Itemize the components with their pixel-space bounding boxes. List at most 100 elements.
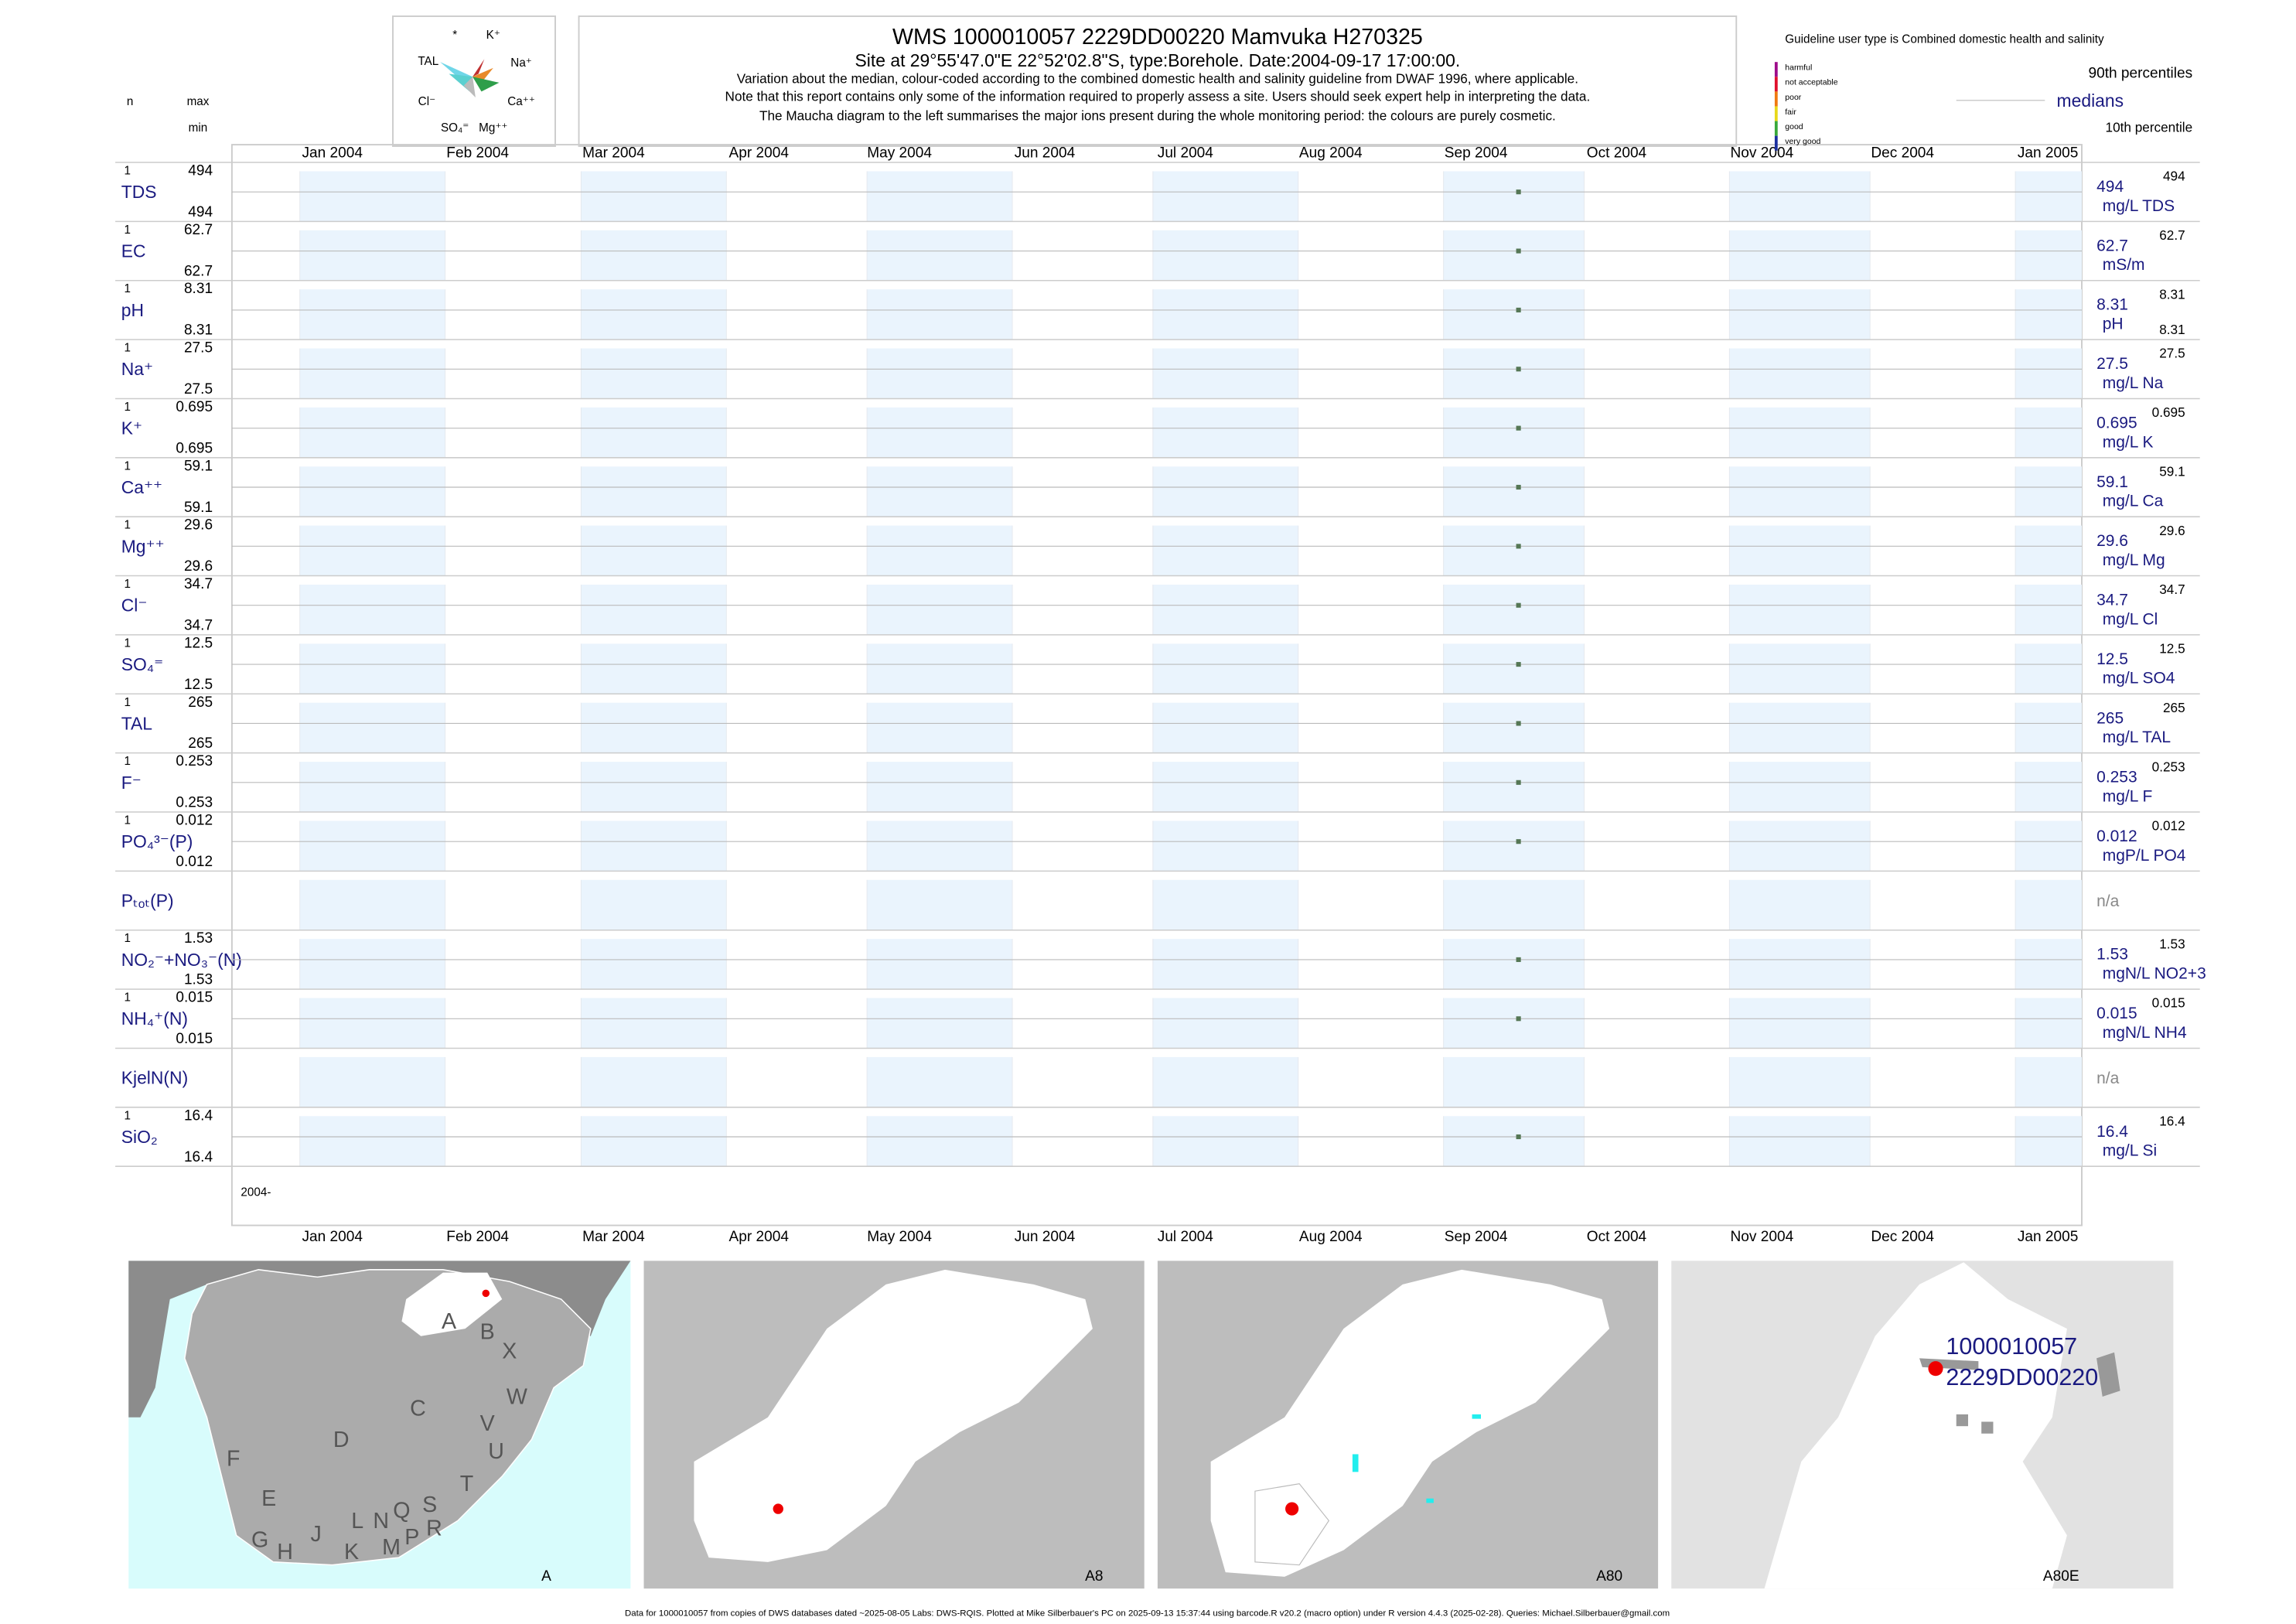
class-label: not acceptable xyxy=(1785,78,1837,87)
site-label: 2229DD00220 xyxy=(1946,1364,2098,1390)
sample-point xyxy=(1516,1016,1521,1022)
median-value: 0.695 xyxy=(2096,414,2137,432)
n-label: 1 xyxy=(125,814,131,827)
n-label: 1 xyxy=(125,578,131,591)
n-label: 1 xyxy=(125,342,131,355)
sample-point xyxy=(1516,602,1521,608)
month-band xyxy=(867,939,1013,990)
column-head: n xyxy=(127,95,134,108)
month-band xyxy=(867,407,1013,458)
sample-point xyxy=(1516,307,1521,312)
min-label: 29.6 xyxy=(184,558,213,575)
x-tick-label: May 2004 xyxy=(867,145,932,162)
month-band xyxy=(299,585,445,635)
month-band xyxy=(1443,171,1585,222)
class-swatch xyxy=(1774,121,1778,136)
region-label: H xyxy=(277,1540,293,1564)
site-dot xyxy=(773,1503,783,1514)
month-band xyxy=(581,1056,727,1107)
region-label: R xyxy=(426,1516,442,1540)
region-label: G xyxy=(251,1528,268,1553)
map xyxy=(1157,1261,1659,1589)
month-band xyxy=(581,939,727,990)
month-band xyxy=(581,230,727,281)
unit-label: mg/L TAL xyxy=(2103,728,2171,746)
class-label: poor xyxy=(1785,93,1802,102)
month-band xyxy=(2015,407,2082,458)
x-tick-label: Jun 2004 xyxy=(1015,1229,1076,1245)
unit-label: mgP/L PO4 xyxy=(2103,847,2186,865)
p90-value: 29.6 xyxy=(2159,523,2185,538)
p90-value: 0.253 xyxy=(2152,759,2185,774)
month-band xyxy=(1443,1056,1585,1107)
x-tick-label: Mar 2004 xyxy=(582,1229,645,1245)
min-label: 27.5 xyxy=(184,381,213,397)
month-band xyxy=(1729,643,1871,694)
month-band xyxy=(1443,821,1585,872)
maucha-box xyxy=(392,15,556,147)
map-water xyxy=(1472,1414,1481,1419)
month-band xyxy=(581,762,727,812)
month-band xyxy=(2015,525,2082,576)
maucha-diagram xyxy=(440,59,500,97)
month-band xyxy=(2015,1116,2082,1167)
parameter-label: SO₄⁼ xyxy=(121,654,164,674)
month-band xyxy=(1729,939,1871,990)
min-label: 1.53 xyxy=(184,972,213,988)
median-value: 34.7 xyxy=(2096,592,2128,609)
max-label: 62.7 xyxy=(184,222,213,238)
sample-point xyxy=(1516,780,1521,785)
x-tick-label: Apr 2004 xyxy=(729,145,790,162)
month-band xyxy=(1152,171,1298,222)
month-band xyxy=(867,525,1013,576)
class-swatch xyxy=(1774,91,1778,107)
min-label: 16.4 xyxy=(184,1149,213,1165)
x-tick-label: Aug 2004 xyxy=(1299,1229,1363,1245)
month-band xyxy=(2015,348,2082,399)
map-building xyxy=(1981,1421,1994,1434)
month-band xyxy=(299,1056,445,1107)
month-band xyxy=(1152,939,1298,990)
month-band xyxy=(1152,643,1298,694)
not-available: n/a xyxy=(2096,892,2120,910)
region-label: L xyxy=(351,1509,363,1534)
region-label: X xyxy=(502,1339,517,1363)
p90-value: 8.31 xyxy=(2159,286,2185,302)
month-band xyxy=(299,879,445,930)
n-label: 1 xyxy=(125,164,131,177)
p90-value: 12.5 xyxy=(2159,641,2185,657)
region-label: P xyxy=(404,1525,419,1550)
min-label: 0.695 xyxy=(176,440,213,456)
median-value: 0.012 xyxy=(2096,827,2137,845)
min-label: 265 xyxy=(188,735,213,752)
month-band xyxy=(1729,230,1871,281)
month-band xyxy=(2015,585,2082,635)
subtitle: Site at 29°55'47.0"E 22°52'02.8"S, type:… xyxy=(855,50,1461,70)
month-band xyxy=(2015,230,2082,281)
map xyxy=(643,1261,1145,1589)
n-label: 1 xyxy=(125,519,131,532)
parameter-label: SiO₂ xyxy=(121,1127,158,1147)
unit-label: mg/L F xyxy=(2103,787,2153,805)
month-band xyxy=(867,289,1013,340)
parameter-label: Na⁺ xyxy=(121,359,153,379)
max-label: 34.7 xyxy=(184,576,213,592)
p10-label: 10th percentile xyxy=(2106,120,2193,135)
month-band xyxy=(299,998,445,1049)
max-label: 0.253 xyxy=(176,753,213,769)
sample-point xyxy=(1516,721,1521,726)
x-tick-label: Jun 2004 xyxy=(1015,145,1076,162)
n-label: 1 xyxy=(125,223,131,237)
month-band xyxy=(1729,525,1871,576)
month-band xyxy=(1443,466,1585,517)
month-band xyxy=(1152,289,1298,340)
maucha-label: TAL xyxy=(418,55,438,68)
month-band xyxy=(1443,348,1585,399)
month-band xyxy=(1729,585,1871,635)
x-tick-label: Sep 2004 xyxy=(1445,1229,1508,1245)
unit-label: mg/L SO4 xyxy=(2103,670,2175,687)
month-band xyxy=(1152,762,1298,812)
max-label: 265 xyxy=(188,694,213,711)
x-tick-label: Feb 2004 xyxy=(446,1229,509,1245)
